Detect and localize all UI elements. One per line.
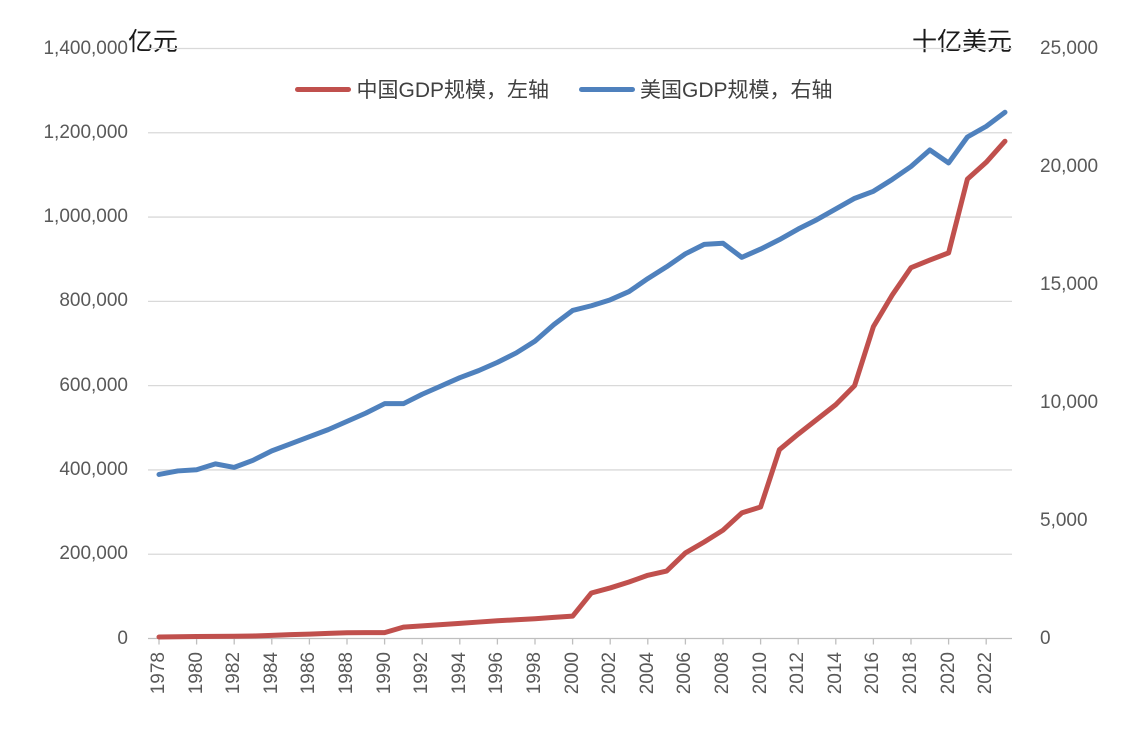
x-axis-year-label: 2008 (712, 652, 733, 695)
left-axis-tick-label: 0 (117, 627, 128, 649)
left-axis-tick-label: 1,400,000 (43, 37, 128, 59)
left-axis-tick-label: 400,000 (59, 458, 128, 480)
x-axis-year-label: 1996 (486, 652, 508, 695)
x-axis-year-label: 1988 (336, 652, 357, 695)
x-axis-year-label: 2022 (975, 652, 997, 695)
x-axis-year-label: 1998 (524, 652, 545, 695)
x-axis-year-label: 2006 (674, 652, 696, 695)
right-axis-tick-label: 15,000 (1040, 273, 1099, 295)
x-axis-year-label: 1986 (298, 652, 320, 695)
right-axis-tick-label: 20,000 (1040, 155, 1099, 177)
x-axis-year-label: 2002 (599, 652, 621, 695)
left-axis-tick-label: 800,000 (59, 290, 128, 312)
x-axis-year-label: 2018 (900, 652, 921, 695)
left-axis-tick-label: 1,000,000 (43, 206, 128, 228)
x-axis-year-label: 2016 (862, 652, 884, 695)
x-axis-year-label: 2004 (636, 652, 658, 695)
china-gdp-line (156, 138, 1008, 640)
x-axis-year-label: 1978 (148, 652, 169, 695)
x-axis-year-label: 2010 (749, 652, 771, 695)
right-axis-tick-label: 25,000 (1040, 37, 1099, 59)
left-axis-tick-label: 600,000 (59, 374, 128, 396)
x-axis-year-label: 1990 (373, 652, 395, 695)
left-axis-tick-label: 200,000 (59, 543, 128, 565)
x-axis-year-label: 2020 (937, 652, 959, 695)
right-axis-title: 十亿美元 (911, 29, 1012, 56)
x-axis-year-label: 1994 (448, 652, 470, 695)
us-gdp-line (156, 109, 1008, 477)
x-axis-year-label: 2012 (787, 652, 809, 695)
right-axis-tick-label: 5,000 (1040, 509, 1088, 531)
right-axis-tick-label: 10,000 (1040, 391, 1099, 413)
x-axis-year-label: 2014 (824, 652, 846, 695)
x-axis-year-label: 1980 (185, 652, 207, 695)
x-axis-year-label: 2000 (561, 652, 583, 695)
left-axis-tick-label: 1,200,000 (43, 121, 128, 143)
x-axis-year-label: 1992 (411, 652, 433, 695)
x-axis-year-label: 1984 (260, 652, 282, 695)
right-axis-tick-label: 0 (1040, 627, 1051, 649)
x-axis-year-label: 1982 (223, 652, 245, 695)
left-axis-title: 亿元 (128, 29, 179, 56)
